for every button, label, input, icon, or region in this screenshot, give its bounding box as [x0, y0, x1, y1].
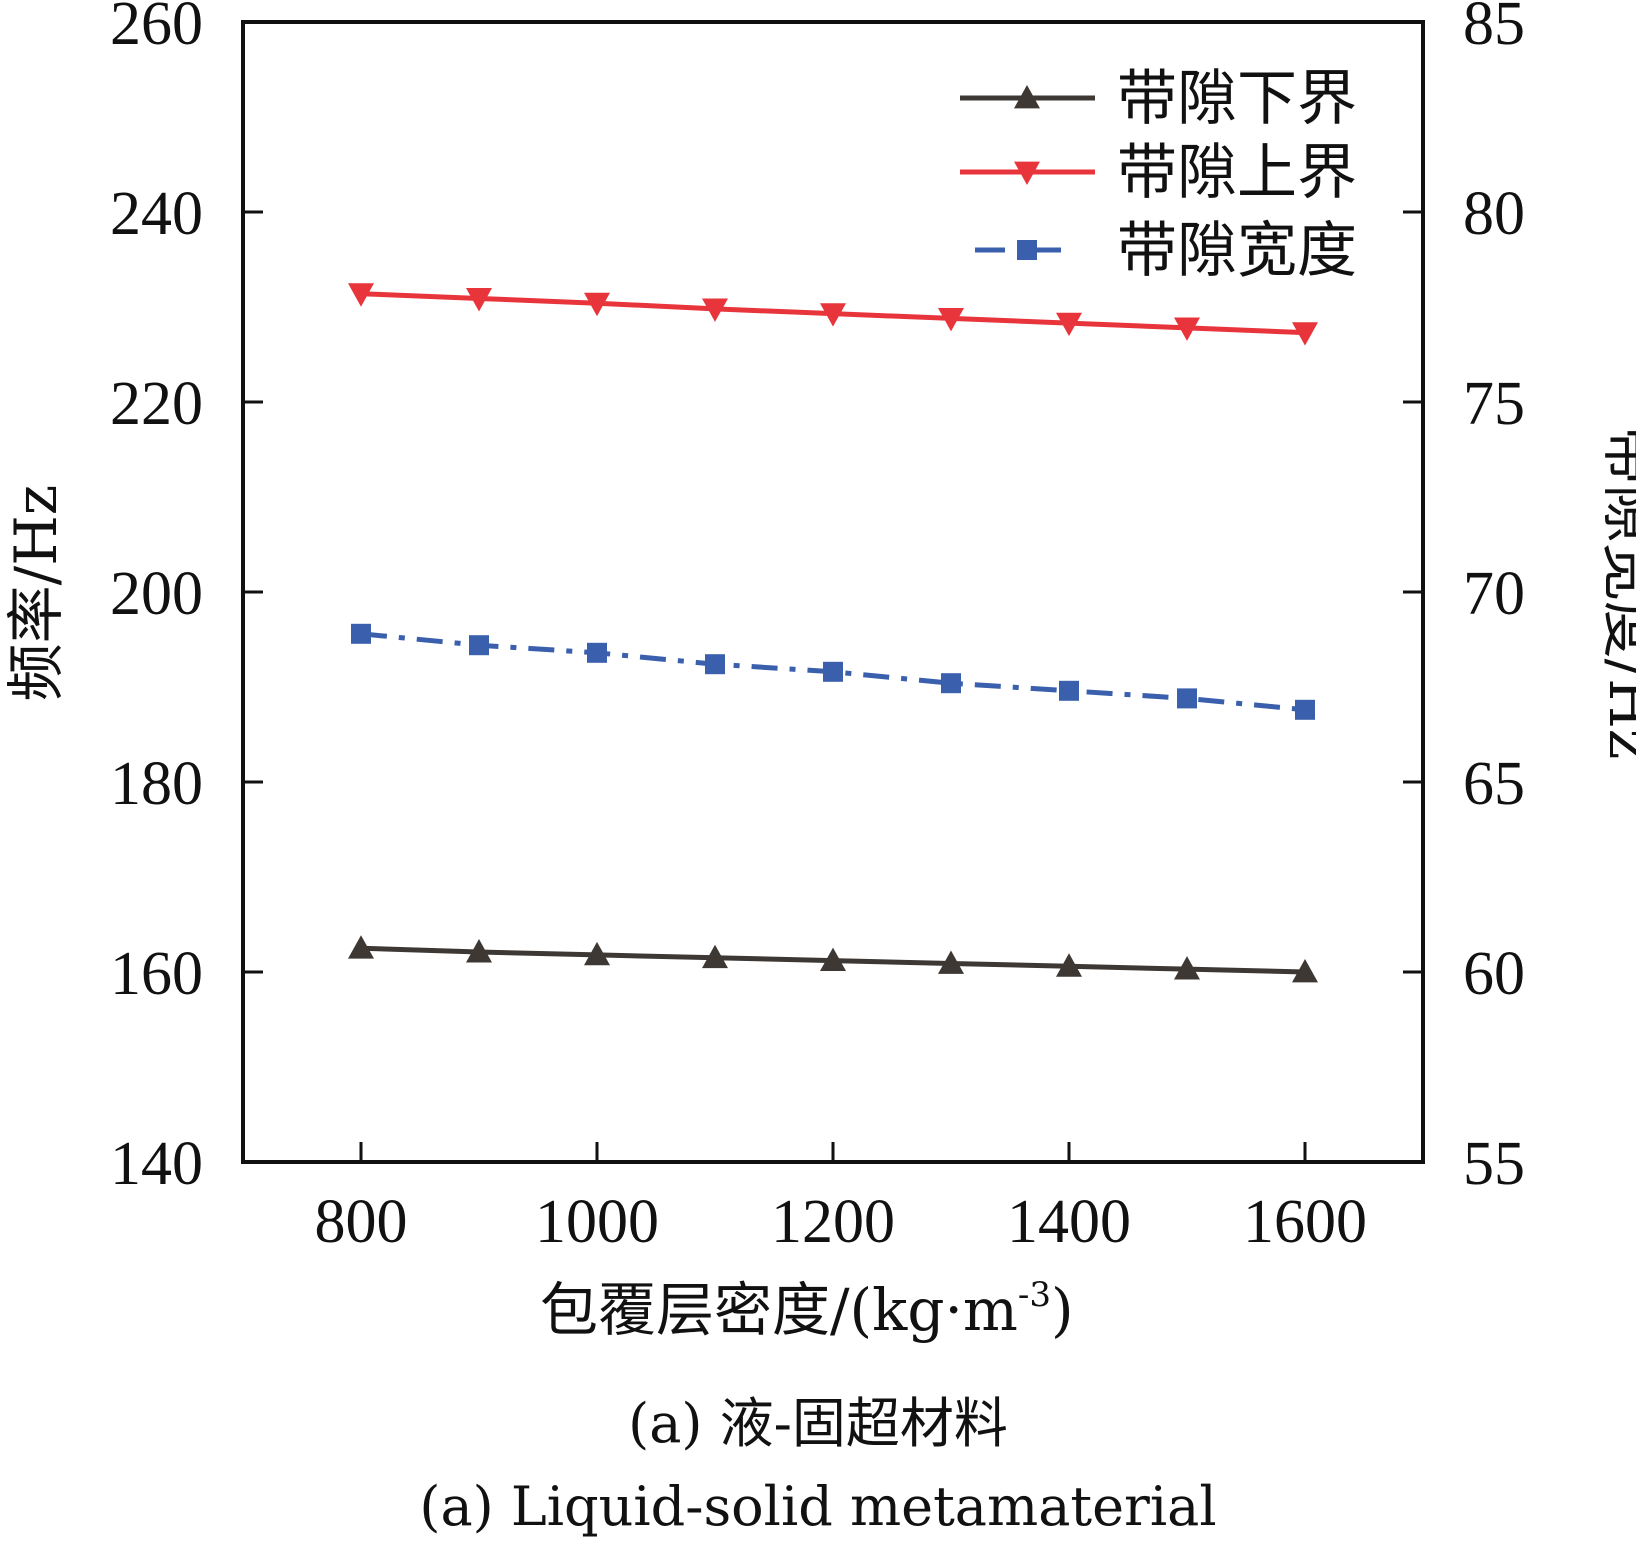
data-point — [938, 308, 964, 332]
ticks-layer: 800 1000 1200 1400 1600 140 160 180 200 220 240 260… — [110, 0, 1525, 1256]
data-point — [1056, 953, 1082, 977]
data-point — [1177, 688, 1197, 709]
x-axis-title-superscript: -3 — [1018, 1275, 1051, 1315]
legend-item: 带隙上界 — [960, 138, 1357, 208]
left-axis-title: 频率/Hz — [2, 485, 70, 702]
data-point — [348, 935, 374, 959]
right-y-tick-label: 75 — [1463, 370, 1525, 438]
right-y-tick-label: 80 — [1463, 180, 1525, 248]
x-tick-label: 1600 — [1243, 1188, 1367, 1256]
left-y-tick-label: 260 — [110, 0, 203, 58]
left-y-tick-label: 220 — [110, 370, 203, 438]
data-point — [584, 292, 610, 317]
left-y-tick-label: 240 — [110, 180, 203, 248]
legend-item: 带隙宽度 — [975, 216, 1357, 286]
data-point — [466, 288, 492, 312]
legend-item: 带隙下界 — [960, 64, 1357, 134]
data-point — [351, 623, 371, 644]
series-3 — [351, 623, 1315, 720]
x-tick-label: 1400 — [1007, 1188, 1131, 1256]
data-point — [1174, 956, 1200, 980]
legend-label: 带隙上界 — [1117, 138, 1357, 208]
data-point — [1292, 322, 1318, 346]
data-point — [823, 661, 843, 682]
left-y-tick-label: 180 — [110, 750, 203, 818]
data-point — [348, 283, 374, 307]
series-2 — [348, 283, 1318, 346]
data-point — [584, 941, 610, 966]
legend-marker — [1014, 85, 1040, 109]
caption-english: (a) Liquid-solid metamaterial — [419, 1475, 1216, 1538]
x-tick-label: 800 — [315, 1188, 408, 1256]
data-point — [941, 673, 961, 694]
right-y-tick-label: 65 — [1463, 750, 1525, 818]
legend-label: 带隙下界 — [1117, 64, 1357, 134]
series-layer — [348, 283, 1318, 983]
caption-chinese: (a) 液-固超材料 — [628, 1392, 1008, 1455]
data-point — [469, 635, 489, 656]
series-1 — [348, 935, 1318, 983]
data-point — [1059, 680, 1079, 701]
right-y-tick-label: 60 — [1463, 940, 1525, 1008]
right-y-tick-label: 85 — [1463, 0, 1525, 58]
data-point — [1292, 959, 1318, 983]
data-point — [1174, 317, 1200, 341]
x-tick-label: 1000 — [535, 1188, 659, 1256]
data-point — [1056, 312, 1082, 337]
x-axis-title: 包覆层密度/(kg·m-3) — [540, 1275, 1074, 1344]
data-point — [820, 947, 846, 971]
legend-marker — [1014, 161, 1040, 185]
data-point — [938, 950, 964, 974]
data-point — [820, 303, 846, 327]
plot-frame — [241, 20, 1425, 1164]
data-point — [466, 939, 492, 963]
legend-marker — [1017, 240, 1037, 260]
data-point — [1295, 699, 1315, 720]
left-y-tick-label: 160 — [110, 940, 203, 1008]
data-point — [705, 654, 725, 675]
data-point — [702, 298, 728, 322]
left-y-tick-label: 140 — [110, 1130, 203, 1198]
data-point — [702, 944, 728, 969]
right-axis-title: 带隙宽度/Hz — [1596, 427, 1636, 760]
data-point — [587, 642, 607, 663]
x-tick-label: 1200 — [771, 1188, 895, 1256]
right-y-tick-label: 55 — [1463, 1130, 1525, 1198]
legend-label: 带隙宽度 — [1117, 216, 1357, 286]
right-y-tick-label: 70 — [1463, 560, 1525, 628]
left-y-tick-label: 200 — [110, 560, 203, 628]
